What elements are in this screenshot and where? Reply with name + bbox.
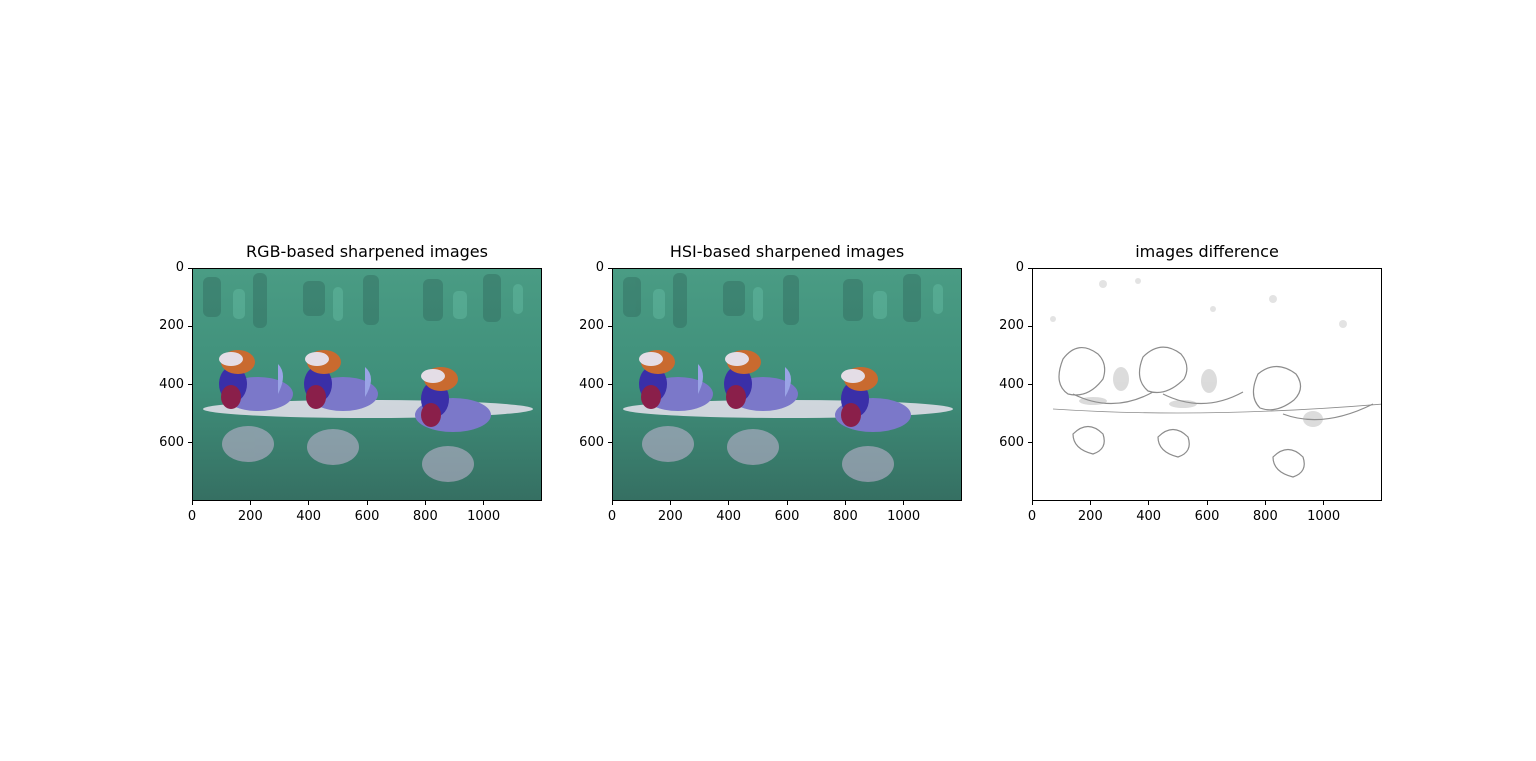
y-tick-mark (1028, 325, 1032, 327)
y-tick-label: 600 (579, 434, 604, 450)
x-tick-label: 400 (296, 509, 322, 524)
x-tick-mark (1264, 501, 1266, 505)
x-tick-label: 600 (774, 509, 800, 524)
y-tick-mark (1028, 384, 1032, 385)
image-difference (1032, 268, 1382, 501)
x-tick-mark (1206, 501, 1208, 505)
x-tick-mark (844, 501, 846, 505)
y-tick-label: 400 (579, 376, 604, 392)
x-tick-mark (903, 501, 905, 505)
duck-photo-hsi (613, 269, 961, 500)
x-tick-mark (728, 501, 730, 505)
x-tick-label: 1000 (1307, 509, 1341, 524)
panel-title-difference: images difference (1135, 242, 1279, 261)
panel-title-rgb: RGB-based sharpened images (246, 242, 488, 261)
y-tick-label: 200 (999, 318, 1024, 334)
x-tick-label: 800 (412, 509, 438, 524)
panel-hsi (612, 268, 962, 501)
y-tick-label: 400 (999, 376, 1024, 392)
x-tick-mark (1323, 501, 1325, 505)
x-tick-mark (1089, 501, 1091, 505)
y-tick-mark (188, 384, 192, 385)
x-tick-mark (1031, 501, 1033, 505)
y-tick-label: 600 (159, 434, 184, 450)
y-tick-label: 400 (159, 376, 184, 392)
x-tick-mark (366, 501, 368, 505)
panel-rgb (192, 268, 542, 501)
y-tick-mark (1028, 267, 1032, 269)
x-tick-label: 800 (832, 509, 858, 524)
y-tick-mark (188, 267, 192, 269)
x-tick-mark (611, 501, 613, 505)
x-tick-mark (483, 501, 485, 505)
x-tick-label: 600 (1194, 509, 1220, 524)
x-tick-label: 400 (716, 509, 742, 524)
y-tick-mark (608, 267, 612, 269)
x-tick-mark (1148, 501, 1150, 505)
y-tick-mark (608, 384, 612, 385)
y-tick-mark (608, 325, 612, 327)
image-hsi-sharpened (612, 268, 962, 501)
difference-map (1033, 269, 1381, 500)
duck-photo-rgb (193, 269, 541, 500)
x-tick-label: 200 (237, 509, 263, 524)
y-tick-label: 0 (1015, 260, 1024, 275)
x-tick-mark (249, 501, 251, 505)
image-rgb-sharpened (192, 268, 542, 501)
y-tick-label: 200 (579, 318, 604, 334)
x-tick-label: 0 (1027, 509, 1037, 524)
y-tick-label: 200 (159, 318, 184, 334)
y-tick-label: 0 (595, 260, 604, 275)
y-tick-mark (188, 325, 192, 327)
x-tick-mark (786, 501, 788, 505)
x-tick-label: 800 (1252, 509, 1278, 524)
x-tick-mark (191, 501, 193, 505)
x-tick-label: 0 (607, 509, 617, 524)
y-tick-label: 0 (175, 260, 184, 275)
x-tick-label: 0 (187, 509, 197, 524)
x-tick-label: 1000 (467, 509, 501, 524)
x-tick-mark (669, 501, 671, 505)
x-tick-label: 200 (657, 509, 683, 524)
panel-title-hsi: HSI-based sharpened images (669, 242, 905, 261)
x-tick-label: 600 (354, 509, 380, 524)
y-tick-label: 600 (999, 434, 1024, 450)
panel-difference (1032, 268, 1382, 501)
x-tick-label: 1000 (887, 509, 921, 524)
x-tick-label: 400 (1136, 509, 1162, 524)
x-tick-label: 200 (1077, 509, 1103, 524)
x-tick-mark (424, 501, 426, 505)
y-tick-mark (608, 442, 612, 444)
x-tick-mark (308, 501, 310, 505)
y-tick-mark (188, 442, 192, 444)
y-tick-mark (1028, 442, 1032, 444)
